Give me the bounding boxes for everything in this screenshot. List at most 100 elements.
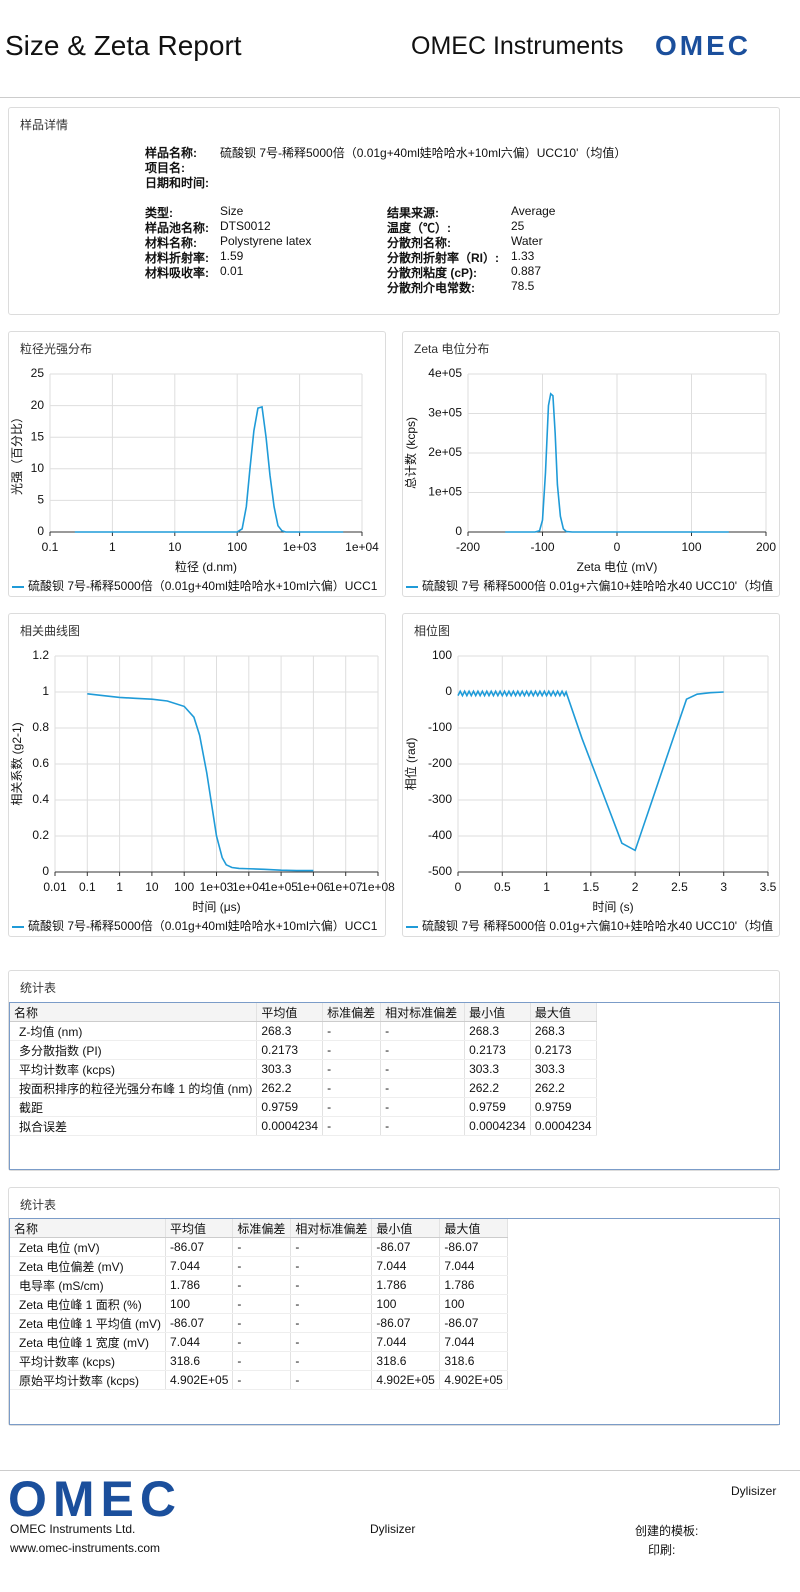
table-cell: -: [380, 1059, 466, 1079]
field-label: 项目名:: [145, 161, 185, 175]
table-row: 平均计数率 (kcps) 303.3- -303.3 303.3: [10, 1059, 597, 1079]
table-cell: Zeta 电位峰 1 宽度 (mV): [10, 1332, 167, 1352]
table-row: Zeta 电位 (mV) -86.07- - -86.07 -86.07: [10, 1237, 508, 1257]
table-cell: -: [290, 1275, 373, 1295]
table-cell: -: [380, 1040, 466, 1060]
header-cell: 名称: [10, 1003, 258, 1022]
footer-logo: OMEC: [8, 1471, 182, 1527]
table-cell: -: [232, 1351, 292, 1371]
table-cell: -86.07: [371, 1313, 441, 1333]
table-cell: 7.044: [371, 1332, 441, 1352]
field-label: 结果来源:: [387, 206, 439, 220]
field-label: 温度（℃）:: [387, 221, 451, 235]
field-value: Average: [511, 204, 556, 218]
panel-title: 统计表: [20, 1198, 57, 1212]
table-cell: -: [380, 1097, 466, 1117]
table-cell: 1.786: [165, 1275, 234, 1295]
header-cell: 最大值: [530, 1003, 597, 1022]
field-label: 分散剂名称:: [387, 236, 451, 250]
panel-title: Zeta 电位分布: [414, 342, 490, 356]
field-label: 样品名称:: [145, 146, 197, 160]
header-cell: 名称: [10, 1219, 167, 1238]
table-cell: 262.2: [530, 1078, 597, 1098]
table-cell: 0.9759: [464, 1097, 531, 1117]
table-cell: 268.3: [464, 1021, 531, 1041]
brand-logo: OMEC: [655, 30, 751, 61]
table-box: 名称 平均值 标准偏差 相对标准偏差 最小值 最大值 Zeta 电位 (mV) -86.07-…: [9, 1218, 780, 1425]
header-cell: 最小值: [371, 1219, 441, 1238]
table-cell: -: [290, 1351, 373, 1371]
table-cell: 7.044: [165, 1256, 234, 1276]
table-cell: 按面积排序的粒径光强分布峰 1 的均值 (nm): [10, 1078, 258, 1098]
table-head: 名称 平均值 标准偏差 相对标准偏差 最小值 最大值: [10, 1003, 597, 1022]
field-label: 分散剂介电常数:: [387, 281, 475, 295]
table-cell: 100: [439, 1294, 508, 1314]
table-cell: Zeta 电位峰 1 面积 (%): [10, 1294, 167, 1314]
table-row: Zeta 电位峰 1 平均值 (mV) -86.07- - -86.07 -86.07: [10, 1313, 508, 1333]
stats-table: 名称 平均值 标准偏差 相对标准偏差 最小值 最大值 Zeta 电位 (mV) -86.07-…: [10, 1219, 508, 1390]
table-row: 多分散指数 (PI) 0.2173- -0.2173 0.2173: [10, 1040, 597, 1060]
field-value: 78.5: [511, 279, 535, 293]
field-label: 材料折射率:: [145, 251, 209, 265]
chart-panel: 相关曲线图: [8, 613, 386, 937]
table-cell: 0.2173: [256, 1040, 324, 1060]
table-cell: 0.9759: [530, 1097, 597, 1117]
brand-name: OMEC Instruments: [411, 32, 624, 60]
table-cell: -: [290, 1370, 373, 1390]
field-value: 25: [511, 219, 525, 233]
field-label: 材料名称:: [145, 236, 197, 250]
table-cell: -: [322, 1021, 382, 1041]
chart-panel: 粒径光强分布: [8, 331, 386, 597]
table-cell: -: [380, 1078, 466, 1098]
table-cell: -: [290, 1332, 373, 1352]
table-cell: 平均计数率 (kcps): [10, 1059, 258, 1079]
header-row: 名称 平均值 标准偏差 相对标准偏差 最小值 最大值: [10, 1219, 508, 1238]
table-row: 拟合误差 0.0004234- -0.0004234 0.0004234: [10, 1116, 597, 1136]
table-cell: -: [232, 1275, 292, 1295]
table-cell: -: [322, 1097, 382, 1117]
table-row: Zeta 电位峰 1 宽度 (mV) 7.044- -7.044 7.044: [10, 1332, 508, 1352]
table-cell: 303.3: [464, 1059, 531, 1079]
table-cell: 0.2173: [530, 1040, 597, 1060]
table-cell: -: [322, 1059, 382, 1079]
header-cell: 相对标准偏差: [380, 1003, 466, 1022]
table-row: 电导率 (mS/cm) 1.786- -1.786 1.786: [10, 1275, 508, 1295]
header-cell: 平均值: [165, 1219, 234, 1238]
table-cell: Zeta 电位峰 1 平均值 (mV): [10, 1313, 167, 1333]
field-label: 样品池名称:: [145, 221, 209, 235]
chart-panel: Zeta 电位分布: [402, 331, 780, 597]
table-cell: -86.07: [165, 1313, 234, 1333]
print-label: 印刷:: [648, 1543, 676, 1557]
field-label: 类型:: [145, 206, 173, 220]
table-cell: 7.044: [371, 1256, 441, 1276]
header-cell: 平均值: [256, 1003, 324, 1022]
table-row: 原始平均计数率 (kcps) 4.902E+05- -4.902E+05 4.902E…: [10, 1370, 508, 1390]
table-cell: 0.0004234: [464, 1116, 531, 1136]
table-cell: -: [232, 1294, 292, 1314]
company: OMEC Instruments Ltd.: [10, 1522, 136, 1536]
table-cell: -86.07: [439, 1313, 508, 1333]
header-cell: 标准偏差: [322, 1003, 382, 1022]
table-cell: 截距: [10, 1097, 258, 1117]
table-cell: -: [232, 1370, 292, 1390]
table-cell: 7.044: [439, 1332, 508, 1352]
panel-title: 相位图: [414, 624, 451, 638]
field-value: 0.887: [511, 264, 542, 278]
table-cell: -: [290, 1237, 373, 1257]
sample-panel: 样品详情: [8, 107, 780, 315]
table-cell: Zeta 电位 (mV): [10, 1237, 167, 1257]
table-cell: 多分散指数 (PI): [10, 1040, 258, 1060]
table-row: Z-均值 (nm) 268.3- -268.3 268.3: [10, 1021, 597, 1041]
table-cell: -: [232, 1256, 292, 1276]
product-name: Dylisizer: [731, 1484, 777, 1498]
product-name: Dylisizer: [370, 1522, 416, 1536]
url: www.omec-instruments.com: [10, 1541, 161, 1555]
table-cell: -: [322, 1116, 382, 1136]
table-cell: 拟合误差: [10, 1116, 258, 1136]
table-cell: 7.044: [165, 1332, 234, 1352]
table-row: 按面积排序的粒径光强分布峰 1 的均值 (nm) 262.2- -262.2 262.…: [10, 1078, 597, 1098]
table-cell: -: [290, 1294, 373, 1314]
table-cell: 电导率 (mS/cm): [10, 1275, 167, 1295]
panel-title: 相关曲线图: [20, 624, 81, 638]
table-cell: 0.0004234: [530, 1116, 597, 1136]
